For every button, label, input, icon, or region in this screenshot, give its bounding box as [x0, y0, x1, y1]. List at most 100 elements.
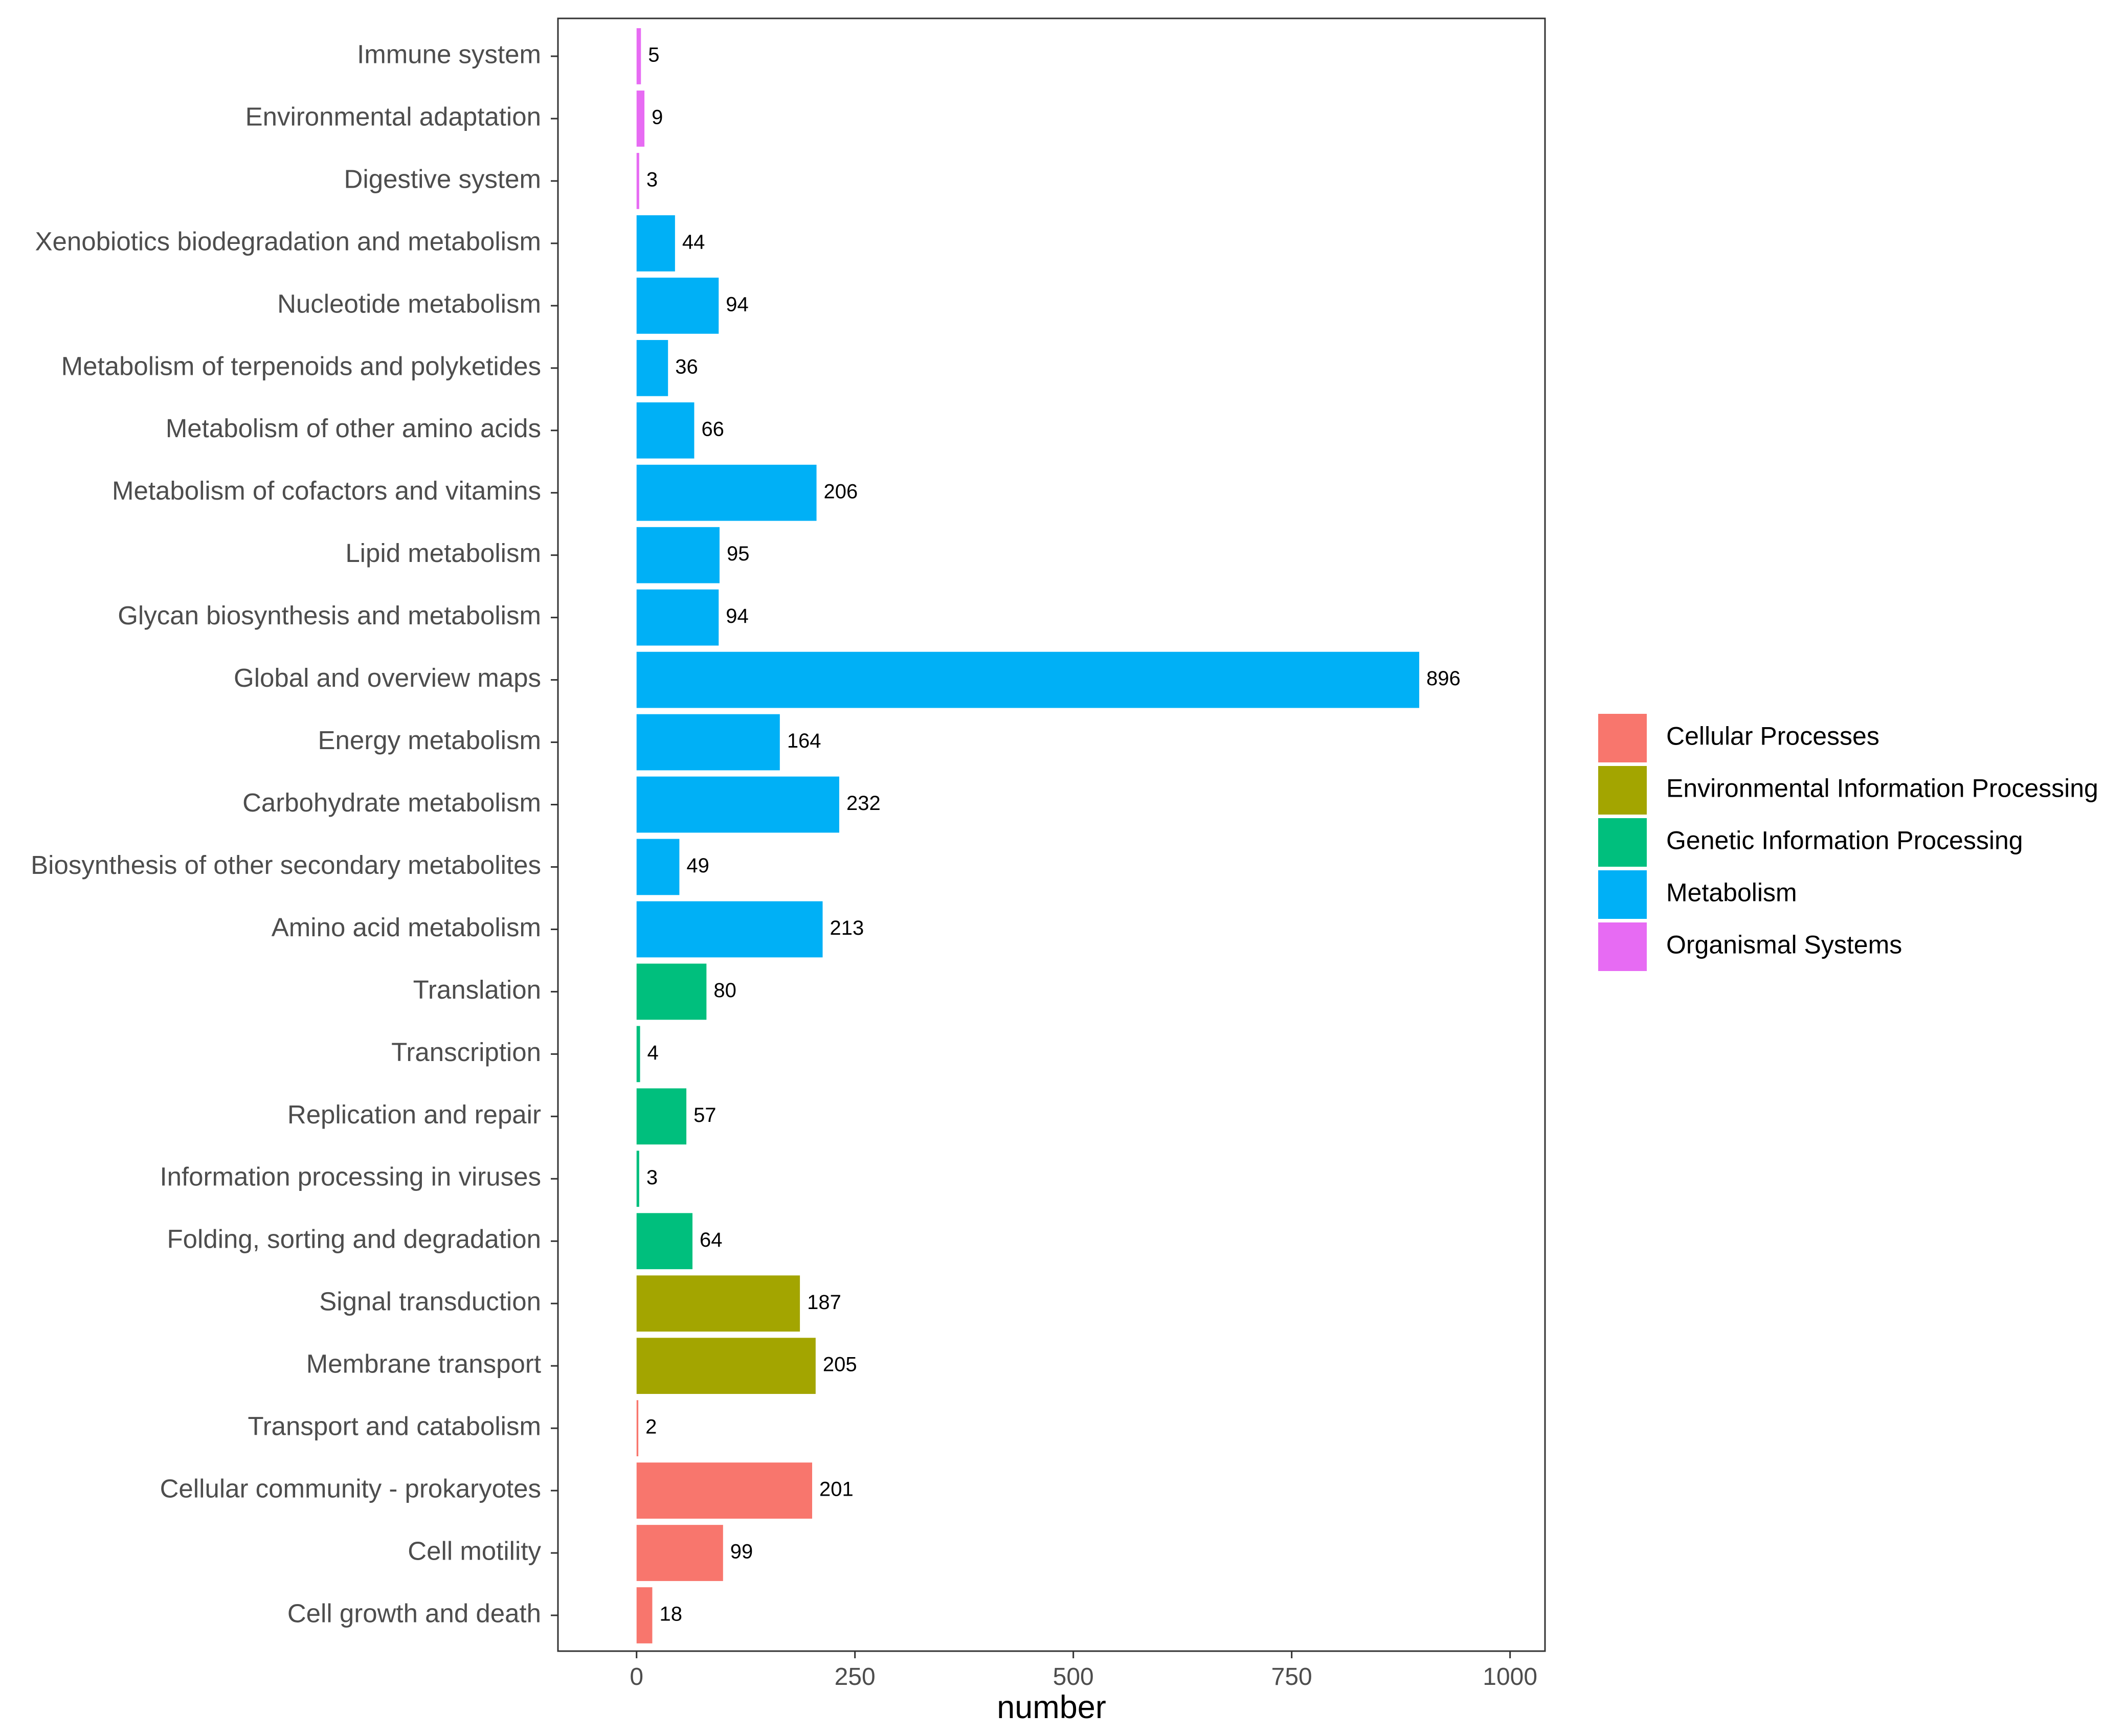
category-label-signal-transduction: Signal transduction — [319, 1287, 541, 1316]
y-axis: Immune system Environmental adaptation Dig… — [31, 39, 558, 1628]
value-label-xenobiotics-biodegradation-and-metabolism: 44 — [682, 231, 705, 253]
value-label-information-processing-in-viruses: 3 — [646, 1166, 658, 1189]
legend-key-environmental-information-processing — [1598, 766, 1647, 815]
value-label-folding-sorting-and-degradation: 64 — [700, 1229, 723, 1251]
value-label-energy-metabolism: 164 — [787, 730, 821, 752]
category-label-transport-and-catabolism: Transport and catabolism — [248, 1412, 541, 1441]
x-tick-label-750: 750 — [1271, 1663, 1312, 1690]
value-label-replication-and-repair: 57 — [693, 1104, 717, 1126]
bar-environmental-adaptation — [636, 91, 645, 147]
legend-label-environmental-information-processing: Environmental Information Processing — [1666, 774, 2098, 803]
legend: Cellular Processes Environmental Informat… — [1598, 714, 2098, 971]
category-label-metabolism-of-other-amino-acids: Metabolism of other amino acids — [166, 414, 541, 443]
bar-biosynthesis-of-other-secondary-metabolites — [636, 839, 680, 895]
bar-glycan-biosynthesis-and-metabolism — [636, 589, 719, 646]
legend-key-cellular-processes — [1598, 714, 1647, 762]
category-label-xenobiotics-biodegradation-and-metabolism: Xenobiotics biodegradation and metabolis… — [35, 227, 541, 256]
bar-transcription — [636, 1026, 640, 1083]
bar-transport-and-catabolism — [636, 1400, 639, 1457]
category-label-information-processing-in-viruses: Information processing in viruses — [160, 1162, 541, 1191]
bar-translation — [636, 963, 707, 1020]
value-label-cell-motility: 99 — [730, 1541, 753, 1563]
value-label-nucleotide-metabolism: 94 — [726, 293, 749, 315]
value-labels-layer: 5 9 3 44 94 36 66 206 95 94 896 164 232 49 213 80 4 57 3 64… — [645, 44, 1461, 1626]
bar-metabolism-of-other-amino-acids — [636, 402, 695, 459]
value-label-digestive-system: 3 — [646, 168, 658, 191]
legend-label-metabolism: Metabolism — [1666, 878, 1797, 907]
bar-metabolism-of-cofactors-and-vitamins — [636, 464, 817, 521]
value-label-immune-system: 5 — [648, 44, 659, 66]
bar-signal-transduction — [636, 1275, 800, 1332]
bar-global-and-overview-maps — [636, 651, 1420, 708]
bar-metabolism-of-terpenoids-and-polyketides — [636, 340, 668, 396]
bar-lipid-metabolism — [636, 527, 720, 583]
value-label-global-and-overview-maps: 896 — [1426, 667, 1461, 690]
value-label-translation: 80 — [713, 979, 736, 1002]
value-label-transport-and-catabolism: 2 — [645, 1416, 657, 1438]
x-axis: 0 250 500 750 1000 — [630, 1651, 1537, 1690]
bar-cell-motility — [636, 1525, 723, 1581]
legend-key-genetic-information-processing — [1598, 818, 1647, 867]
value-label-environmental-adaptation: 9 — [652, 106, 663, 129]
bars-layer — [636, 28, 1420, 1643]
category-label-nucleotide-metabolism: Nucleotide metabolism — [277, 289, 541, 318]
x-tick-label-1000: 1000 — [1483, 1663, 1537, 1690]
category-label-folding-sorting-and-degradation: Folding, sorting and degradation — [167, 1225, 541, 1254]
category-label-biosynthesis-of-other-secondary-metabolites: Biosynthesis of other secondary metaboli… — [31, 850, 541, 880]
category-label-carbohydrate-metabolism: Carbohydrate metabolism — [242, 788, 541, 817]
bar-replication-and-repair — [636, 1088, 687, 1145]
value-label-cellular-community-prokaryotes: 201 — [819, 1478, 854, 1501]
bar-energy-metabolism — [636, 714, 780, 771]
bar-cell-growth-and-death — [636, 1587, 653, 1643]
bar-immune-system — [636, 28, 641, 84]
value-label-amino-acid-metabolism: 213 — [830, 917, 864, 939]
category-label-replication-and-repair: Replication and repair — [287, 1100, 541, 1129]
value-label-metabolism-of-terpenoids-and-polyketides: 36 — [675, 355, 698, 378]
category-label-immune-system: Immune system — [357, 39, 541, 69]
x-tick-label-0: 0 — [630, 1663, 643, 1690]
category-label-lipid-metabolism: Lipid metabolism — [345, 538, 541, 568]
category-label-metabolism-of-cofactors-and-vitamins: Metabolism of cofactors and vitamins — [112, 476, 541, 505]
category-label-translation: Translation — [413, 975, 541, 1004]
category-label-digestive-system: Digestive system — [344, 164, 541, 193]
value-label-transcription: 4 — [647, 1042, 659, 1064]
value-label-metabolism-of-other-amino-acids: 66 — [701, 418, 724, 440]
category-label-metabolism-of-terpenoids-and-polyketides: Metabolism of terpenoids and polyketides — [61, 351, 541, 380]
plot-panel-border — [557, 17, 1546, 1652]
legend-label-genetic-information-processing: Genetic Information Processing — [1666, 826, 2023, 855]
value-label-glycan-biosynthesis-and-metabolism: 94 — [726, 605, 749, 627]
bar-carbohydrate-metabolism — [636, 776, 839, 833]
category-label-membrane-transport: Membrane transport — [306, 1349, 541, 1379]
legend-key-metabolism — [1598, 870, 1647, 919]
value-label-lipid-metabolism: 95 — [727, 543, 750, 565]
legend-label-cellular-processes: Cellular Processes — [1666, 722, 1879, 751]
bar-folding-sorting-and-degradation — [636, 1213, 693, 1270]
bar-amino-acid-metabolism — [636, 901, 823, 958]
value-label-signal-transduction: 187 — [807, 1291, 841, 1314]
category-label-glycan-biosynthesis-and-metabolism: Glycan biosynthesis and metabolism — [118, 601, 541, 630]
bar-information-processing-in-viruses — [636, 1151, 639, 1207]
x-axis-title: number — [997, 1689, 1106, 1725]
category-label-cell-growth-and-death: Cell growth and death — [287, 1598, 541, 1628]
legend-label-organismal-systems: Organismal Systems — [1666, 931, 1902, 959]
category-label-environmental-adaptation: Environmental adaptation — [245, 102, 541, 131]
x-tick-label-500: 500 — [1053, 1663, 1094, 1690]
value-label-membrane-transport: 205 — [823, 1354, 857, 1376]
bar-digestive-system — [636, 153, 639, 209]
category-label-cell-motility: Cell motility — [408, 1537, 541, 1566]
legend-key-organismal-systems — [1598, 922, 1647, 971]
bar-membrane-transport — [636, 1338, 816, 1394]
category-label-energy-metabolism: Energy metabolism — [318, 726, 541, 755]
category-label-transcription: Transcription — [391, 1038, 541, 1067]
bar-nucleotide-metabolism — [636, 277, 719, 334]
category-label-amino-acid-metabolism: Amino acid metabolism — [272, 913, 541, 942]
value-label-biosynthesis-of-other-secondary-metabolites: 49 — [686, 854, 709, 877]
bar-xenobiotics-biodegradation-and-metabolism — [636, 215, 675, 272]
category-label-global-and-overview-maps: Global and overview maps — [234, 663, 541, 692]
bar-cellular-community-prokaryotes — [636, 1462, 813, 1519]
value-label-metabolism-of-cofactors-and-vitamins: 206 — [824, 480, 858, 503]
value-label-cell-growth-and-death: 18 — [659, 1603, 682, 1626]
category-label-cellular-community-prokaryotes: Cellular community - prokaryotes — [160, 1474, 541, 1503]
